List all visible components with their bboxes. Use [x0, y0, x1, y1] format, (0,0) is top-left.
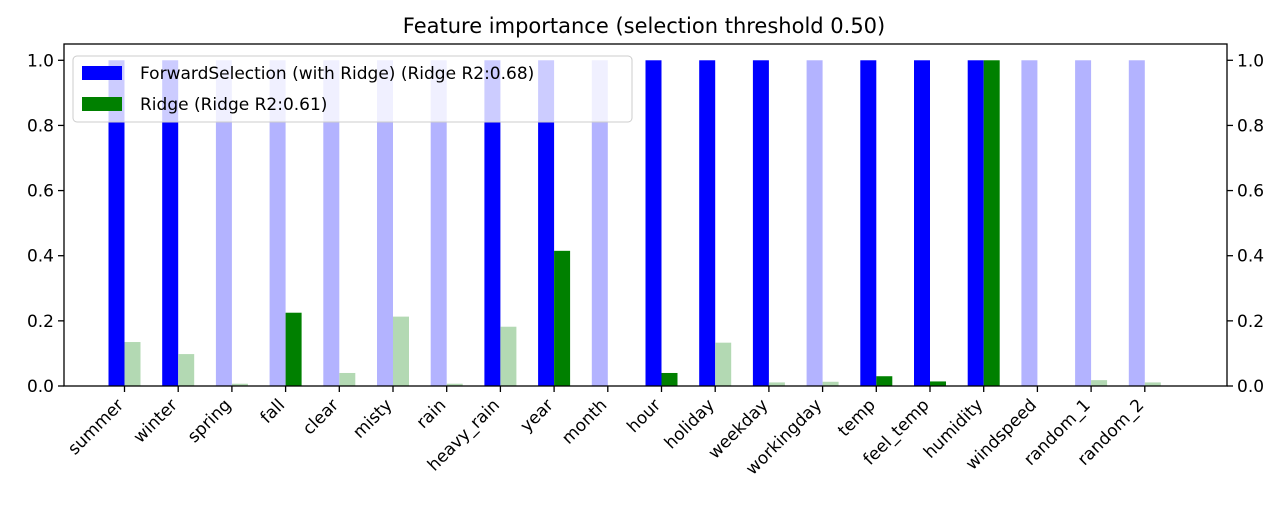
bar-ridge-workingday — [822, 381, 839, 386]
bar-forward-selection-humidity — [967, 60, 984, 387]
legend: ForwardSelection (with Ridge) (Ridge R2:… — [72, 55, 633, 123]
bar-ridge-feel-temp — [930, 381, 946, 386]
y-tick-label-right: 0.8 — [1237, 116, 1264, 136]
legend-swatch-forward-selection — [82, 66, 122, 80]
y-tick-label-right: 0.2 — [1237, 312, 1264, 332]
y-axis-right: 0.0 0.2 0.4 0.6 0.8 1.0 — [1227, 51, 1264, 397]
bar-forward-selection-random-2 — [1128, 60, 1145, 387]
bar-ridge-summer — [124, 342, 141, 386]
legend-swatch-ridge — [82, 97, 122, 111]
x-tick-label-clear: clear — [299, 395, 343, 439]
x-tick-label-rain: rain — [413, 395, 450, 432]
bar-ridge-random-2 — [1144, 382, 1161, 386]
bars-layer — [108, 60, 1161, 387]
x-tick-label-misty: misty — [349, 395, 396, 442]
legend-label-forward-selection: ForwardSelection (with Ridge) (Ridge R2:… — [140, 64, 534, 84]
bar-ridge-rain — [446, 383, 463, 386]
x-tick-label-temp: temp — [834, 395, 880, 441]
y-axis-left: 0.0 0.2 0.4 0.6 0.8 1.0 — [27, 51, 64, 397]
bar-forward-selection-fall — [269, 60, 286, 387]
y-tick-label-left: 0.6 — [27, 182, 54, 202]
y-tick-label-right: 0.0 — [1237, 377, 1264, 397]
legend-label-ridge: Ridge (Ridge R2:0.61) — [140, 95, 327, 115]
bar-ridge-random-1 — [1091, 380, 1108, 386]
bar-ridge-holiday — [715, 342, 732, 386]
bar-forward-selection-rain — [430, 60, 447, 387]
bar-forward-selection-temp — [860, 60, 877, 387]
bar-forward-selection-random-1 — [1075, 60, 1092, 387]
x-tick-label-winter: winter — [130, 395, 182, 447]
bar-forward-selection-misty — [377, 60, 393, 387]
y-tick-label-left: 0.4 — [27, 247, 54, 267]
bar-ridge-misty — [393, 316, 409, 386]
bar-forward-selection-holiday — [699, 60, 716, 387]
bar-forward-selection-hour — [645, 60, 662, 387]
chart-title: Feature importance (selection threshold … — [403, 14, 885, 38]
bar-forward-selection-workingday — [806, 60, 823, 387]
bar-forward-selection-month — [591, 60, 608, 387]
x-tick-label-spring: spring — [184, 395, 236, 447]
bar-ridge-temp — [876, 376, 893, 386]
bar-ridge-weekday — [768, 382, 785, 386]
bar-ridge-winter — [178, 354, 195, 386]
bar-forward-selection-summer — [108, 60, 125, 387]
x-tick-label-year: year — [517, 395, 558, 436]
y-tick-label-left: 0.8 — [27, 116, 54, 136]
bar-ridge-clear — [339, 372, 356, 386]
bar-forward-selection-weekday — [752, 60, 769, 387]
y-tick-label-right: 0.6 — [1237, 182, 1264, 202]
x-tick-label-hour: hour — [623, 395, 665, 437]
bar-forward-selection-heavy-rain — [484, 60, 501, 387]
bar-forward-selection-spring — [215, 60, 232, 387]
x-tick-label-summer: summer — [64, 395, 128, 459]
y-tick-label-left: 0.0 — [27, 377, 54, 397]
x-tick-label-fall: fall — [257, 395, 289, 427]
bar-ridge-fall — [285, 312, 302, 386]
plot-frame — [63, 43, 1228, 387]
y-tick-label-left: 1.0 — [27, 51, 54, 71]
x-tick-label-month: month — [558, 395, 611, 448]
bar-forward-selection-clear — [323, 60, 340, 387]
bar-ridge-year — [554, 250, 571, 386]
y-tick-label-left: 0.2 — [27, 312, 54, 332]
bar-forward-selection-winter — [162, 60, 179, 387]
y-tick-label-right: 0.4 — [1237, 247, 1264, 267]
bar-ridge-humidity — [983, 60, 1000, 387]
bar-forward-selection-year — [538, 60, 555, 387]
x-axis: summer winter spring fall clear misty rainheav… — [64, 386, 1148, 479]
legend-box — [72, 55, 633, 123]
bar-ridge-hour — [661, 372, 678, 386]
bar-forward-selection-feel-temp — [914, 60, 930, 387]
bar-ridge-spring — [231, 383, 248, 386]
bar-ridge-heavy-rain — [500, 326, 517, 386]
bar-forward-selection-windspeed — [1021, 60, 1038, 387]
y-tick-label-right: 1.0 — [1237, 51, 1264, 71]
